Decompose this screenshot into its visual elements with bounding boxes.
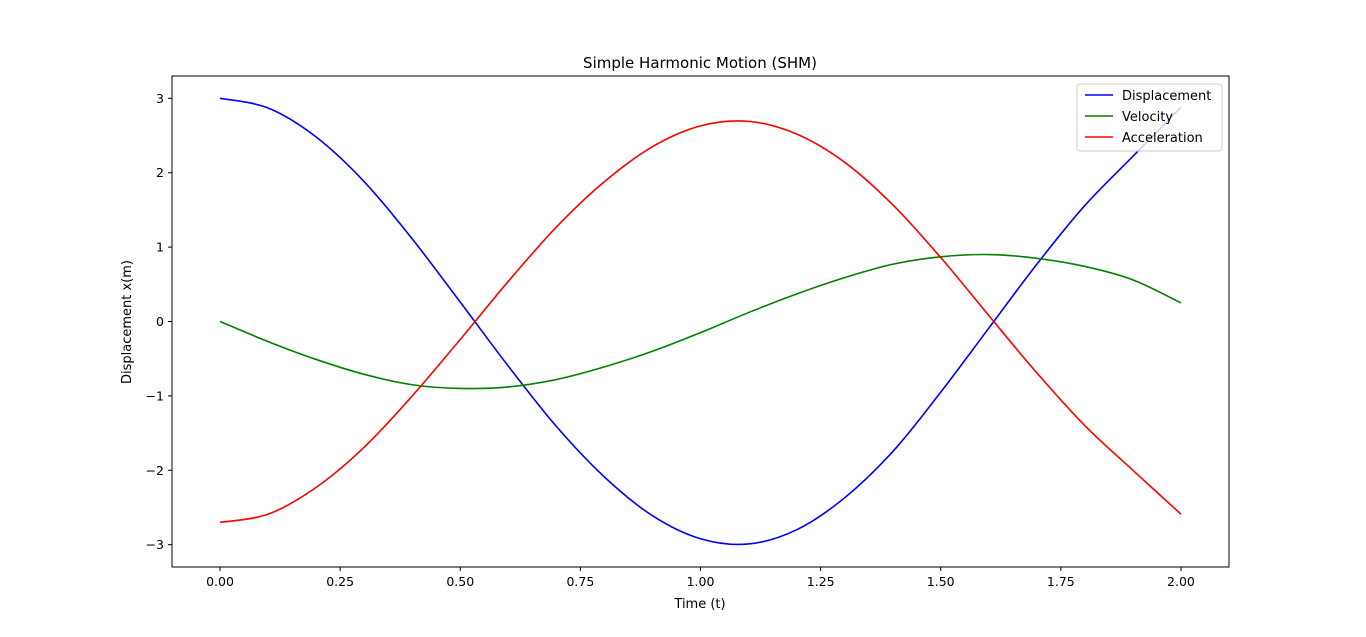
y-tick-label: 0 (156, 314, 164, 329)
legend: Displacement Velocity Acceleration (1076, 83, 1223, 152)
x-tick-label: 1.00 (687, 574, 715, 589)
y-tick-label: 2 (156, 165, 164, 180)
x-tick-label: 1.75 (1047, 574, 1075, 589)
x-tick-label: 0.50 (446, 574, 474, 589)
y-tick-label: 1 (156, 240, 164, 255)
y-tick-label: −1 (146, 388, 164, 403)
series-line-displacement (219, 97, 1182, 546)
series-layer (219, 97, 1182, 546)
x-tick-label: 0.25 (326, 574, 354, 589)
x-axis-label: Time (t) (673, 597, 725, 612)
x-tick-label: 1.50 (927, 574, 955, 589)
y-tick-label: −3 (146, 537, 164, 552)
legend-label-displacement: Displacement (1122, 89, 1211, 104)
x-tick-label: 0.75 (566, 574, 594, 589)
y-tick-label: 3 (156, 91, 164, 106)
x-tick-label: 1.25 (807, 574, 835, 589)
y-tick-label: −2 (146, 463, 164, 478)
chart-title: Simple Harmonic Motion (SHM) (583, 54, 817, 72)
x-tick-label: 0.00 (206, 574, 234, 589)
legend-label-acceleration: Acceleration (1122, 131, 1203, 146)
y-axis: −3 −2 −1 0 1 2 3 (146, 91, 172, 552)
legend-box (1076, 83, 1223, 152)
x-axis: 0.00 0.25 0.50 0.75 1.00 1.25 1.50 1.75 2.00 (206, 567, 1195, 589)
series-line-acceleration (219, 120, 1182, 524)
x-tick-label: 2.00 (1167, 574, 1195, 589)
y-axis-label: Displacement x(m) (120, 260, 135, 384)
series-line-velocity (219, 253, 1182, 390)
legend-label-velocity: Velocity (1122, 110, 1173, 125)
